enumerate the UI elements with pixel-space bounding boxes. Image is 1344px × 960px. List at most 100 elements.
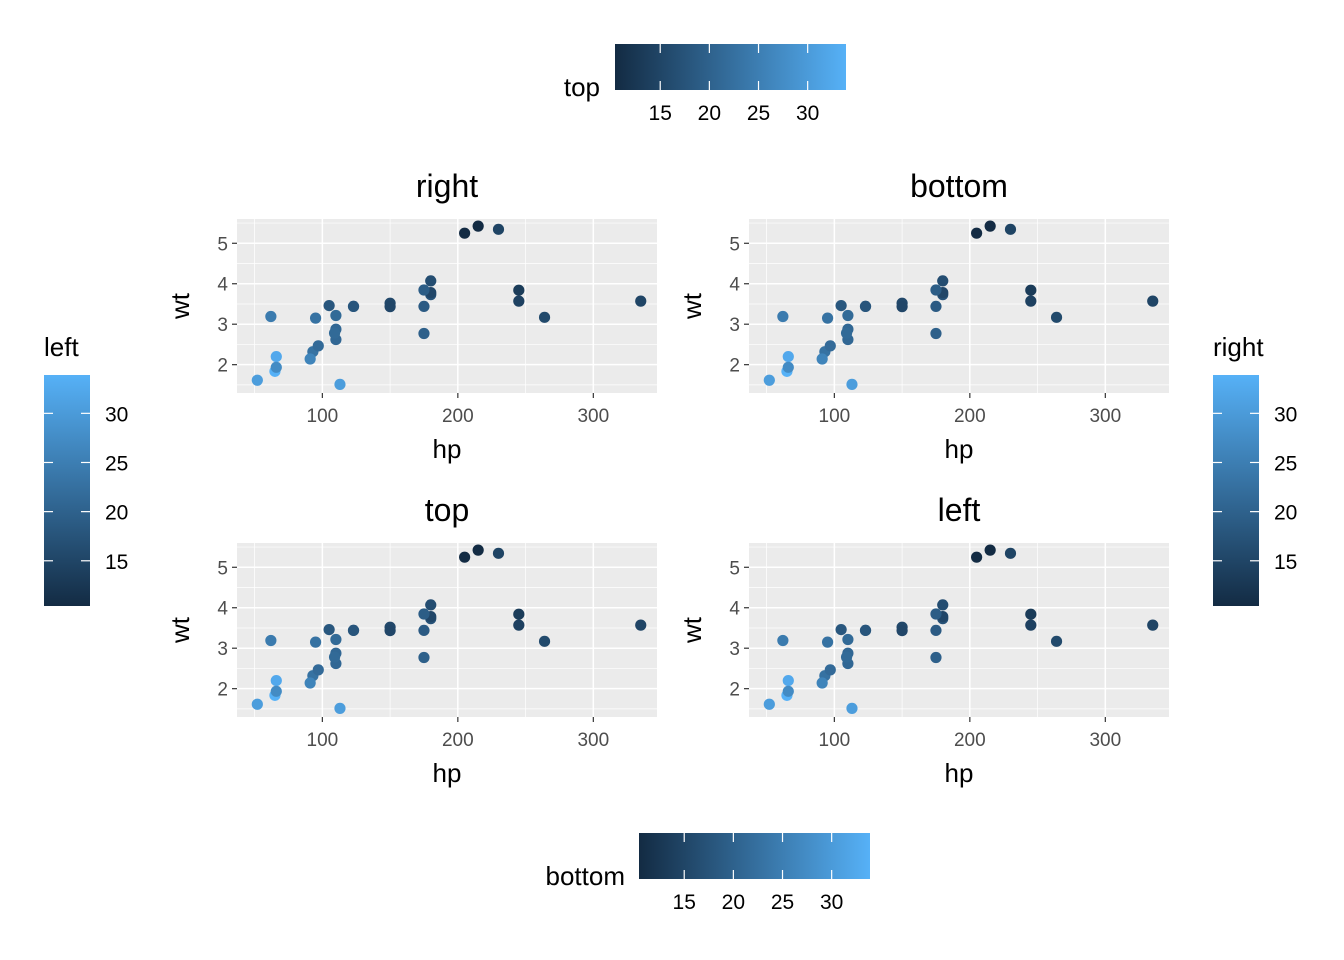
data-point (328, 651, 341, 663)
data-point (538, 311, 551, 323)
data-point (763, 374, 775, 386)
colorbar-tick-label: 25 (1274, 452, 1297, 475)
data-point (472, 220, 484, 232)
y-tick-label: 3 (217, 639, 228, 660)
colorbar-tick-label: 30 (796, 102, 819, 125)
x-tick-label: 300 (1089, 730, 1121, 751)
data-point (1147, 295, 1159, 307)
colorbar-tick-label: 15 (1274, 551, 1297, 574)
x-tick-label: 300 (1089, 406, 1121, 427)
data-point (824, 664, 836, 676)
data-point (418, 300, 430, 313)
data-point (330, 309, 342, 322)
data-point (930, 651, 942, 664)
data-point (418, 608, 430, 620)
y-tick-label: 3 (729, 639, 740, 660)
x-tick-label: 200 (954, 406, 986, 427)
colorbar-gradient (44, 375, 90, 606)
panel-title: bottom (910, 168, 1008, 204)
data-point (984, 544, 996, 556)
y-tick-label: 2 (217, 680, 228, 701)
data-point (334, 702, 346, 714)
data-point (418, 284, 430, 296)
data-point (971, 551, 983, 563)
data-point (859, 624, 872, 637)
scatter-panel-left: 100 200 300 2 3 4 5 left hp wt (677, 492, 1169, 788)
x-tick-label: 100 (307, 730, 339, 751)
data-point (459, 227, 471, 239)
data-point (1050, 311, 1063, 323)
data-point (821, 636, 834, 648)
colorbar-tick-label: 25 (771, 891, 794, 914)
data-point (824, 340, 836, 352)
x-tick-label: 100 (307, 406, 339, 427)
data-point (930, 284, 942, 296)
scatter-panel-top: 100 200 300 2 3 4 5 top hp wt (165, 492, 657, 788)
legend-title: bottom (546, 861, 626, 891)
data-point (930, 624, 942, 637)
data-point (840, 651, 853, 663)
data-point (846, 378, 858, 390)
x-tick-label: 200 (442, 406, 474, 427)
colorbar-tick-label: 20 (722, 891, 745, 914)
data-point (270, 361, 282, 373)
data-point (265, 634, 277, 647)
scatter-panel-right: 100 200 300 2 3 4 5 right hp wt (165, 168, 657, 464)
data-point (840, 327, 853, 339)
legend-title: right (1213, 332, 1264, 362)
data-point (459, 551, 471, 563)
data-point (842, 633, 854, 646)
data-point (323, 299, 335, 312)
x-tick-label: 100 (819, 406, 851, 427)
data-point (270, 674, 282, 687)
y-tick-label: 2 (217, 356, 228, 377)
colorbar-tick-label: 20 (1274, 502, 1297, 525)
data-point (930, 327, 942, 340)
x-tick-label: 200 (442, 730, 474, 751)
data-point (782, 350, 794, 363)
data-point (1050, 635, 1063, 647)
data-point (1025, 284, 1037, 296)
data-point (418, 651, 430, 664)
panel-title: left (938, 492, 981, 528)
data-point (835, 299, 847, 312)
data-point (1147, 619, 1159, 631)
data-point (384, 301, 396, 313)
data-point (777, 310, 789, 323)
data-point (782, 361, 794, 373)
data-point (425, 599, 437, 611)
data-point (347, 624, 360, 637)
data-point (835, 623, 847, 636)
y-axis-title: wt (677, 616, 707, 644)
x-tick-label: 200 (954, 730, 986, 751)
y-tick-label: 4 (217, 275, 228, 296)
data-point (309, 636, 322, 648)
colorbar-gradient (615, 44, 846, 90)
data-point (763, 698, 775, 710)
x-tick-label: 100 (819, 730, 851, 751)
colorbar-tick-label: 30 (1274, 403, 1297, 426)
legend-title: top (564, 72, 600, 102)
data-point (312, 664, 324, 676)
data-point (937, 275, 949, 287)
data-point (334, 378, 346, 390)
colorbar-tick-label: 15 (105, 551, 128, 574)
data-point (492, 223, 505, 235)
colorbar-gradient (639, 833, 870, 879)
colorbar-tick-label: 15 (673, 891, 696, 914)
data-point (777, 634, 789, 647)
colorbar-tick-label: 20 (105, 502, 128, 525)
y-tick-label: 2 (729, 356, 740, 377)
y-tick-label: 5 (729, 234, 740, 255)
data-point (323, 623, 335, 636)
data-point (270, 350, 282, 363)
data-point (937, 599, 949, 611)
data-point (472, 544, 484, 556)
colorbar-legend-left: left 15 20 25 30 (44, 332, 128, 606)
data-point (1025, 619, 1037, 631)
data-point (635, 295, 647, 307)
y-tick-label: 5 (729, 558, 740, 579)
data-point (971, 227, 983, 239)
scatter-panel-bottom: 100 200 300 2 3 4 5 bottom hp wt (677, 168, 1169, 464)
